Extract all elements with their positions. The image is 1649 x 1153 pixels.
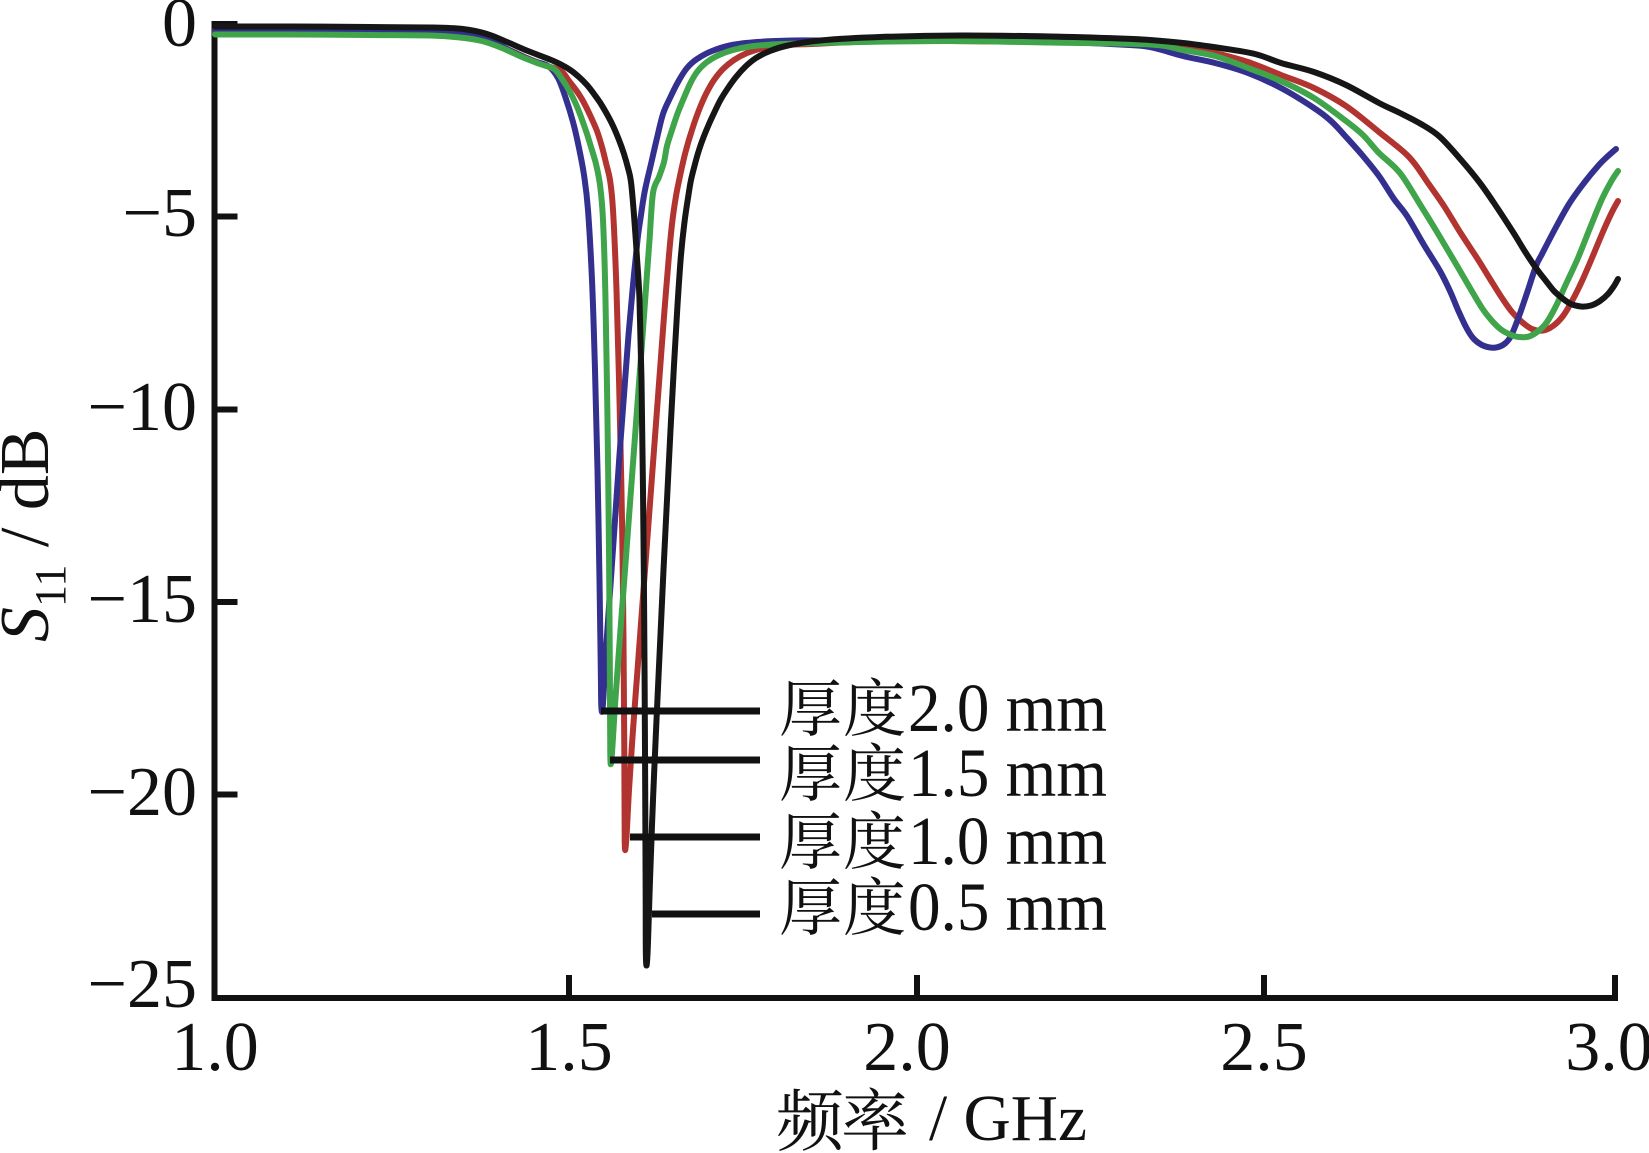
svg-text:2.0: 2.0 xyxy=(863,1009,951,1086)
svg-text:−10: −10 xyxy=(88,369,197,446)
svg-text:−20: −20 xyxy=(88,754,197,831)
svg-text:1.5 mm: 1.5 mm xyxy=(908,735,1107,811)
svg-text:0: 0 xyxy=(162,0,197,62)
svg-text:1.0: 1.0 xyxy=(171,1009,259,1086)
svg-text:−15: −15 xyxy=(88,561,197,638)
svg-text:/ GHz: / GHz xyxy=(929,1082,1087,1153)
svg-text:2.5: 2.5 xyxy=(1220,1009,1308,1086)
svg-text:3.0: 3.0 xyxy=(1565,1009,1649,1086)
svg-text:0.5 mm: 0.5 mm xyxy=(908,869,1107,945)
svg-text:−5: −5 xyxy=(123,175,197,252)
svg-text:1.5: 1.5 xyxy=(525,1009,613,1086)
svg-text:S11 / dB: S11 / dB xyxy=(0,428,75,642)
svg-text:−25: −25 xyxy=(88,946,197,1023)
svg-text:1.0 mm: 1.0 mm xyxy=(908,803,1107,879)
svg-text:2.0 mm: 2.0 mm xyxy=(908,670,1107,746)
